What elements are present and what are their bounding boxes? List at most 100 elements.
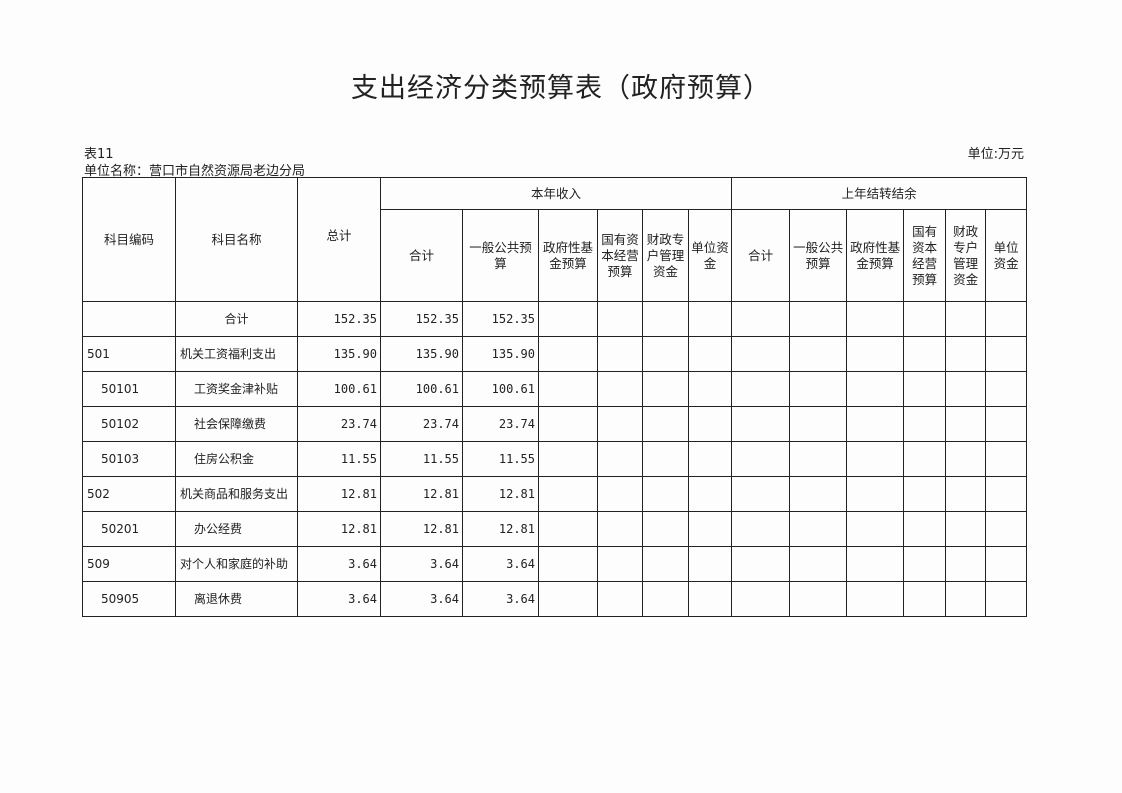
cell-empty	[538, 546, 598, 582]
cell-name: 合计	[175, 301, 298, 337]
cell-total: 100.61	[297, 371, 381, 407]
table-row: 509 对个人和家庭的补助 3.64 3.64 3.64	[82, 546, 1028, 582]
cell-empty	[642, 511, 689, 547]
cell-empty	[731, 336, 791, 372]
cell-empty	[789, 441, 848, 477]
cell-empty	[597, 546, 643, 582]
cell-code: 509	[82, 546, 176, 582]
cell-empty	[687, 511, 733, 547]
cell-empty	[846, 511, 905, 547]
cell-total: 3.64	[297, 546, 381, 582]
table-row: 501 机关工资福利支出 135.90 135.90 135.90	[82, 336, 1028, 372]
cell-name: 社会保障缴费	[175, 406, 298, 442]
cell-empty	[789, 476, 848, 512]
cell-empty	[642, 441, 689, 477]
cell-empty	[538, 476, 598, 512]
cell-empty	[945, 511, 987, 547]
header-code: 科目编码	[82, 177, 176, 302]
cell-empty	[597, 476, 643, 512]
cell-cur-total: 23.74	[380, 406, 463, 442]
cell-empty	[597, 301, 643, 337]
table-row: 502 机关商品和服务支出 12.81 12.81 12.81	[82, 476, 1028, 512]
cell-empty	[903, 406, 947, 442]
cell-empty	[985, 511, 1028, 547]
header-current-col: 财政专户管理资金	[642, 209, 689, 302]
cell-name: 机关工资福利支出	[175, 336, 298, 372]
header-total: 总计	[297, 177, 381, 302]
cell-empty	[985, 546, 1028, 582]
cell-cur-total: 100.61	[380, 371, 463, 407]
table-row: 50103 住房公积金 11.55 11.55 11.55	[82, 441, 1028, 477]
cell-cur-general: 100.61	[462, 371, 539, 407]
cell-code: 50201	[82, 511, 176, 547]
cell-empty	[846, 371, 905, 407]
cell-name: 办公经费	[175, 511, 298, 547]
cell-name: 机关商品和服务支出	[175, 476, 298, 512]
cell-empty	[789, 336, 848, 372]
cell-cur-general: 3.64	[462, 546, 539, 582]
table-row: 合计 152.35 152.35 152.35	[82, 301, 1028, 337]
header-prior-col: 合计	[731, 209, 791, 302]
cell-code: 50101	[82, 371, 176, 407]
cell-empty	[642, 546, 689, 582]
cell-cur-total: 12.81	[380, 476, 463, 512]
cell-empty	[538, 441, 598, 477]
cell-empty	[846, 581, 905, 617]
cell-empty	[789, 371, 848, 407]
cell-name: 对个人和家庭的补助	[175, 546, 298, 582]
header-prior-col: 国有资本经营预算	[903, 209, 947, 302]
cell-empty	[985, 441, 1028, 477]
cell-empty	[846, 406, 905, 442]
header-prior-col: 一般公共预算	[789, 209, 848, 302]
header-prior-col: 政府性基金预算	[846, 209, 905, 302]
cell-empty	[731, 476, 791, 512]
cell-empty	[789, 581, 848, 617]
cell-empty	[538, 301, 598, 337]
cell-empty	[687, 441, 733, 477]
cell-empty	[687, 371, 733, 407]
cell-cur-general: 12.81	[462, 476, 539, 512]
header-current-col: 政府性基金预算	[538, 209, 598, 302]
cell-total: 3.64	[297, 581, 381, 617]
cell-empty	[687, 546, 733, 582]
cell-empty	[731, 511, 791, 547]
header-current-year: 本年收入	[379, 177, 733, 210]
cell-empty	[687, 581, 733, 617]
cell-empty	[731, 441, 791, 477]
cell-empty	[789, 546, 848, 582]
cell-cur-total: 3.64	[380, 581, 463, 617]
page-title: 支出经济分类预算表（政府预算）	[351, 73, 771, 104]
header-prior-col: 财政专户管理资金	[945, 209, 987, 302]
cell-empty	[903, 301, 947, 337]
cell-empty	[945, 546, 987, 582]
table-row: 50201 办公经费 12.81 12.81 12.81	[82, 511, 1028, 547]
table-number: 表11	[84, 147, 114, 162]
cell-empty	[789, 511, 848, 547]
currency-unit: 单位:万元	[967, 147, 1024, 162]
cell-empty	[538, 581, 598, 617]
header-current-col: 单位资金	[687, 209, 733, 302]
cell-cur-general: 12.81	[462, 511, 539, 547]
cell-empty	[985, 301, 1028, 337]
cell-empty	[597, 581, 643, 617]
cell-empty	[903, 511, 947, 547]
cell-empty	[597, 371, 643, 407]
cell-empty	[642, 301, 689, 337]
cell-total: 135.90	[297, 336, 381, 372]
header-current-col: 国有资本经营预算	[597, 209, 643, 302]
cell-empty	[789, 406, 848, 442]
cell-empty	[731, 301, 791, 337]
cell-empty	[846, 441, 905, 477]
cell-empty	[985, 406, 1028, 442]
header-current-col: 一般公共预算	[462, 209, 539, 302]
cell-empty	[945, 406, 987, 442]
cell-empty	[538, 371, 598, 407]
cell-cur-total: 11.55	[380, 441, 463, 477]
cell-empty	[903, 546, 947, 582]
cell-cur-general: 3.64	[462, 581, 539, 617]
cell-empty	[642, 406, 689, 442]
cell-empty	[903, 441, 947, 477]
cell-code: 50102	[82, 406, 176, 442]
cell-total: 11.55	[297, 441, 381, 477]
